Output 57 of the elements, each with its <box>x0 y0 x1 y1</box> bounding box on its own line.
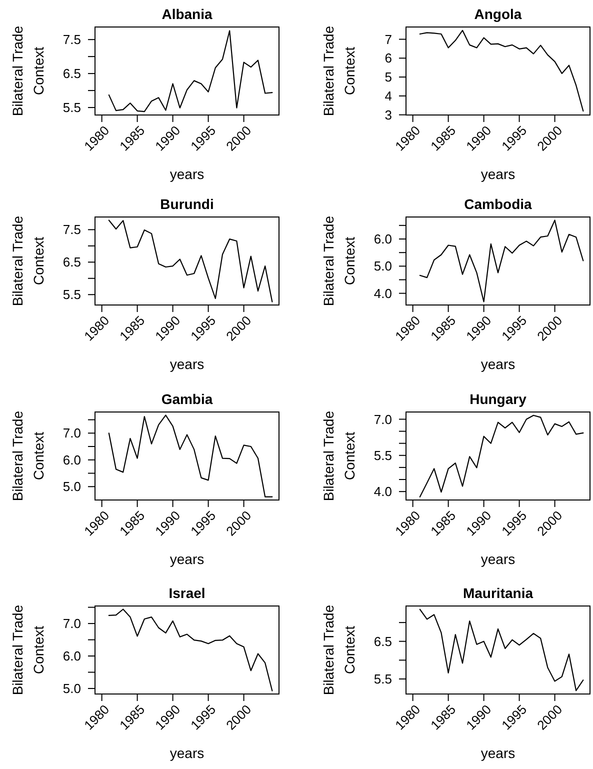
x-axis-title: years <box>480 745 516 761</box>
chart-title: Cambodia <box>464 196 532 212</box>
y-tick-label: 7.5 <box>62 32 81 48</box>
line-series <box>419 608 584 692</box>
chart-title: Burundi <box>160 196 214 212</box>
chart-title: Albania <box>162 6 212 22</box>
y-tick-label: 6 <box>384 50 392 66</box>
y-tick-label: 7.0 <box>62 426 81 441</box>
line-series <box>108 30 273 112</box>
y-axis-title: Bilateral Trade Context <box>9 604 46 696</box>
y-tick-label: 5.5 <box>374 448 392 463</box>
y-tick-label: 6.0 <box>62 452 81 468</box>
line-series <box>108 220 273 302</box>
x-axis-title: years <box>480 551 516 567</box>
y-tick-label: 5.0 <box>374 258 392 274</box>
y-tick-label: 7.5 <box>62 222 81 238</box>
y-axis-title: Bilateral Trade Context <box>320 410 358 502</box>
y-tick-label: 5.5 <box>62 100 81 116</box>
y-axis-title: Bilateral Trade Context <box>320 26 358 116</box>
line-series <box>108 608 273 692</box>
y-tick-label: 4.0 <box>374 484 392 500</box>
x-axis-title: years <box>480 166 516 182</box>
y-tick-label: 5.5 <box>62 287 81 302</box>
y-axis-title: Bilateral Trade Context <box>320 216 358 306</box>
chart-title: Gambia <box>161 391 213 407</box>
y-tick-label: 7 <box>384 32 392 47</box>
y-tick-label: 7.0 <box>374 412 392 427</box>
x-axis-title: years <box>170 745 204 761</box>
y-tick-label: 6.5 <box>374 634 392 649</box>
x-axis-title: years <box>480 356 516 372</box>
x-axis-title: years <box>170 166 204 182</box>
chart-title: Hungary <box>470 391 527 407</box>
x-axis-title: years <box>170 551 204 567</box>
y-tick-label: 5.5 <box>374 672 392 687</box>
y-axis-title: Bilateral Trade Context <box>9 216 46 306</box>
chart-title: Israel <box>168 585 206 601</box>
chart-title: Angola <box>474 6 522 22</box>
y-tick-label: 3 <box>384 107 392 122</box>
y-tick-label: 5.0 <box>62 479 81 494</box>
line-series <box>419 220 584 302</box>
line-series <box>419 414 584 498</box>
y-tick-label: 6.0 <box>374 232 392 247</box>
y-tick-label: 6.5 <box>62 254 81 270</box>
line-series <box>419 30 584 112</box>
line-series <box>108 414 273 498</box>
y-tick-label: 4 <box>384 88 392 104</box>
y-tick-label: 5 <box>384 70 392 85</box>
y-axis-title: Bilateral Trade Context <box>9 26 46 116</box>
y-axis-title: Bilateral Trade Context <box>320 604 358 696</box>
y-tick-label: 5.0 <box>62 681 81 696</box>
y-tick-label: 4.0 <box>374 286 392 301</box>
x-axis-title: years <box>170 356 204 372</box>
y-axis-title: Bilateral Trade Context <box>9 410 46 502</box>
y-tick-label: 6.5 <box>62 66 81 82</box>
chart-title: Mauritania <box>462 585 534 601</box>
y-tick-label: 6.0 <box>62 648 81 664</box>
y-tick-label: 7.0 <box>62 616 81 632</box>
